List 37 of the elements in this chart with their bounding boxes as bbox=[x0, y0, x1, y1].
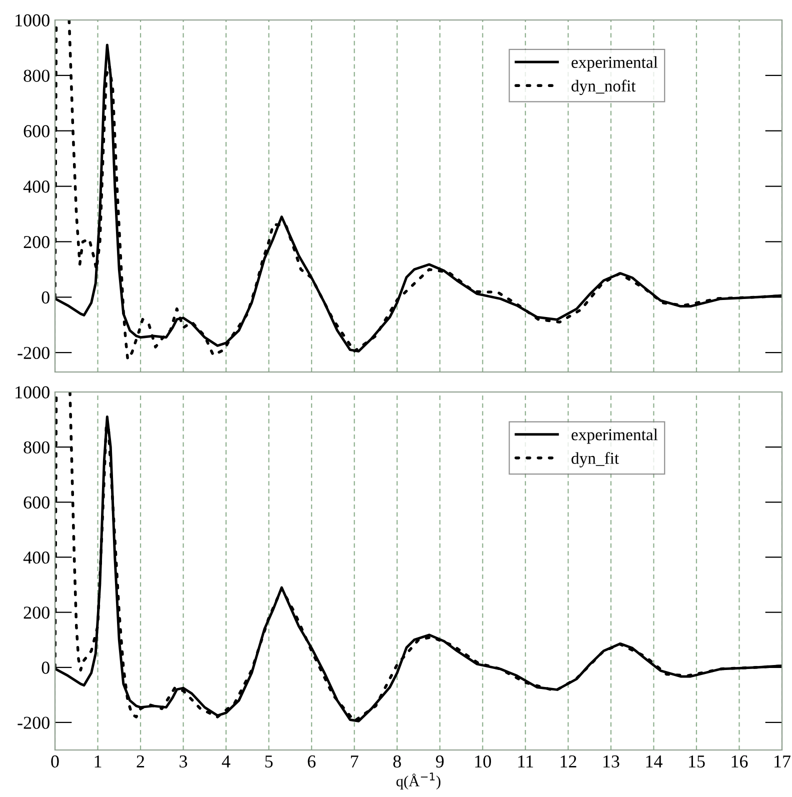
y-tick-label: 200 bbox=[24, 606, 50, 619]
y-tick-label: -200 bbox=[18, 346, 50, 360]
y-tick-label: 0 bbox=[42, 662, 50, 674]
x-axis-title: q(Å$^{−1}$) bbox=[396, 772, 440, 790]
x-tick-label: 10 bbox=[475, 755, 491, 768]
y-tick-label: 0 bbox=[42, 291, 50, 304]
y-tick-label: 800 bbox=[24, 441, 50, 454]
x-tick-label: 8 bbox=[393, 755, 401, 768]
x-tick-label: 5 bbox=[265, 756, 273, 768]
x-tick-label: 2 bbox=[136, 755, 144, 768]
y-tick-label: 600 bbox=[24, 496, 50, 509]
y-tick-label: 1000 bbox=[16, 14, 50, 26]
x-tick-label: 14 bbox=[646, 755, 662, 768]
x-tick-label: 3 bbox=[180, 755, 188, 768]
x-tick-label: 7 bbox=[351, 756, 358, 768]
y-tick-label: 200 bbox=[24, 236, 50, 248]
legend-label: dyn_fit bbox=[572, 452, 619, 468]
legend-label: experimental bbox=[572, 428, 658, 444]
y-tick-label: 600 bbox=[24, 125, 50, 138]
y-tick-label: -200 bbox=[18, 716, 50, 729]
y-tick-label: 1000 bbox=[16, 386, 50, 398]
y-tick-label: 400 bbox=[23, 551, 50, 564]
y-tick-label: 800 bbox=[24, 70, 50, 82]
x-tick-label: 1 bbox=[94, 755, 102, 768]
x-tick-label: 9 bbox=[436, 755, 444, 768]
x-tick-label: 13 bbox=[604, 755, 620, 768]
x-tick-label: 6 bbox=[308, 755, 316, 768]
x-tick-label: 15 bbox=[689, 755, 705, 768]
x-tick-label: 17 bbox=[774, 755, 791, 768]
legend-label: dyn_nofit bbox=[572, 80, 636, 95]
x-tick-label: 16 bbox=[732, 755, 748, 768]
x-tick-label: 12 bbox=[560, 755, 576, 768]
y-tick-label: 400 bbox=[23, 180, 50, 193]
x-tick-label: 0 bbox=[51, 755, 59, 768]
legend-label: experimental bbox=[572, 56, 658, 72]
x-tick-label: 11 bbox=[518, 755, 534, 768]
x-tick-label: 4 bbox=[222, 756, 230, 768]
